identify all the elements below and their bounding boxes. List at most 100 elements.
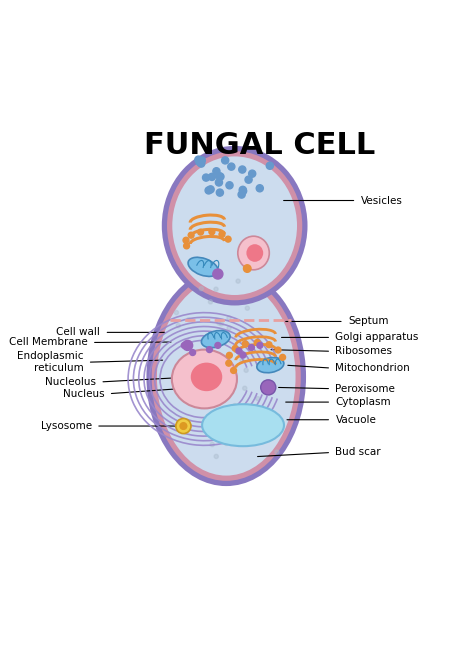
Circle shape	[227, 353, 232, 358]
Ellipse shape	[172, 157, 297, 295]
Circle shape	[221, 157, 229, 164]
Circle shape	[245, 306, 249, 310]
Text: Vacuole: Vacuole	[336, 415, 376, 424]
Circle shape	[213, 269, 223, 279]
Text: Peroxisome: Peroxisome	[336, 384, 395, 394]
Circle shape	[256, 185, 264, 192]
Ellipse shape	[162, 146, 308, 306]
Circle shape	[245, 176, 252, 183]
Circle shape	[198, 229, 203, 235]
Circle shape	[226, 360, 232, 366]
Circle shape	[202, 174, 210, 181]
Ellipse shape	[191, 362, 222, 391]
Circle shape	[174, 310, 179, 315]
Circle shape	[207, 347, 212, 353]
Circle shape	[266, 342, 272, 347]
Text: Ribosomes: Ribosomes	[336, 346, 392, 357]
Circle shape	[183, 243, 190, 249]
Circle shape	[249, 170, 256, 177]
Circle shape	[227, 326, 231, 330]
Circle shape	[209, 366, 213, 370]
Circle shape	[240, 352, 246, 358]
Text: Bud scar: Bud scar	[336, 447, 381, 458]
Circle shape	[180, 422, 187, 430]
Circle shape	[183, 237, 189, 243]
Circle shape	[239, 166, 246, 173]
Circle shape	[182, 342, 187, 348]
Circle shape	[176, 419, 191, 434]
Ellipse shape	[157, 278, 296, 475]
Circle shape	[207, 186, 214, 193]
Text: Cell wall: Cell wall	[56, 327, 100, 338]
Ellipse shape	[257, 358, 284, 373]
Circle shape	[219, 231, 225, 237]
Circle shape	[226, 182, 233, 189]
Circle shape	[190, 364, 194, 368]
Text: Nucleolus: Nucleolus	[45, 377, 96, 387]
Ellipse shape	[152, 273, 301, 481]
Ellipse shape	[202, 404, 284, 446]
Text: Lysosome: Lysosome	[41, 421, 92, 431]
Circle shape	[190, 349, 196, 355]
Text: Mitochondrion: Mitochondrion	[336, 363, 410, 373]
Circle shape	[216, 189, 223, 196]
Circle shape	[232, 345, 238, 351]
Circle shape	[215, 375, 219, 380]
Text: FUNGAL CELL: FUNGAL CELL	[144, 131, 375, 160]
Circle shape	[209, 300, 212, 304]
Circle shape	[239, 186, 246, 193]
Circle shape	[236, 348, 242, 354]
Circle shape	[243, 386, 247, 390]
Circle shape	[239, 187, 246, 195]
Circle shape	[261, 380, 276, 395]
Circle shape	[219, 389, 223, 394]
Circle shape	[236, 279, 240, 283]
Circle shape	[192, 353, 197, 357]
Circle shape	[188, 232, 194, 238]
Circle shape	[216, 173, 223, 180]
Circle shape	[214, 287, 218, 291]
Ellipse shape	[146, 268, 306, 486]
Text: Cell Membrane: Cell Membrane	[9, 338, 88, 347]
Circle shape	[198, 160, 205, 167]
Circle shape	[266, 162, 273, 169]
Circle shape	[217, 173, 224, 180]
Circle shape	[233, 404, 237, 407]
Circle shape	[257, 342, 263, 348]
Circle shape	[209, 173, 216, 180]
Circle shape	[199, 287, 203, 291]
Circle shape	[224, 441, 228, 445]
Circle shape	[213, 168, 220, 175]
Circle shape	[256, 396, 260, 401]
Circle shape	[231, 368, 237, 374]
Ellipse shape	[172, 349, 237, 408]
Text: Nucleus: Nucleus	[63, 389, 104, 399]
Circle shape	[240, 358, 244, 362]
Circle shape	[244, 264, 251, 272]
Ellipse shape	[238, 236, 269, 270]
Ellipse shape	[167, 151, 302, 300]
Text: Cytoplasm: Cytoplasm	[336, 397, 391, 407]
Circle shape	[248, 345, 255, 351]
Ellipse shape	[188, 257, 218, 276]
Text: Vesicles: Vesicles	[361, 195, 402, 206]
Circle shape	[197, 362, 201, 366]
Ellipse shape	[246, 244, 263, 262]
Circle shape	[187, 317, 191, 322]
Text: Golgi apparatus: Golgi apparatus	[336, 332, 419, 342]
Circle shape	[205, 187, 212, 194]
Circle shape	[209, 229, 215, 235]
Circle shape	[238, 191, 245, 198]
Circle shape	[176, 323, 181, 328]
Circle shape	[280, 355, 284, 359]
Circle shape	[244, 368, 248, 372]
Circle shape	[196, 159, 203, 165]
Circle shape	[255, 340, 260, 345]
Circle shape	[275, 347, 281, 353]
Circle shape	[215, 179, 222, 186]
Circle shape	[272, 430, 276, 434]
Text: Septum: Septum	[348, 317, 389, 326]
Circle shape	[214, 454, 219, 458]
Circle shape	[219, 322, 224, 326]
Circle shape	[215, 342, 221, 348]
